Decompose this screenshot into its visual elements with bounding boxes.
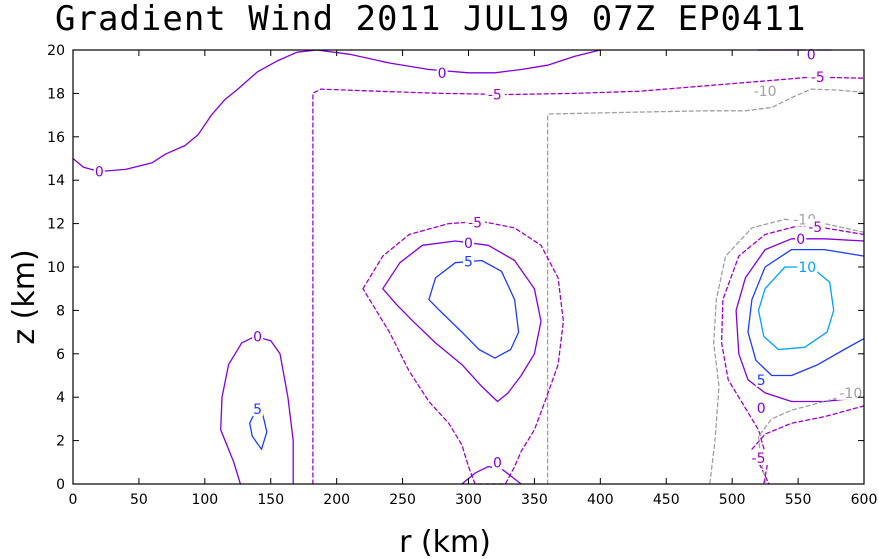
contour-line-level-neg5-3 [312,76,865,485]
y-tick-label-6: 6 [56,347,65,363]
contour-label-bg-4 [807,69,828,85]
y-tick-label-18: 18 [47,86,65,102]
y-tick-label-4: 4 [56,390,65,406]
x-tick-label-50: 50 [130,492,148,508]
contour-label-bg-18 [748,449,769,465]
contour-label-bg-15 [797,259,818,274]
contour-label-bg-0 [93,163,105,179]
contour-label-17: 0 [757,401,766,417]
x-tick-label-250: 250 [389,492,416,508]
contour-label-19: -10 [839,386,862,402]
contour-label-bg-16 [755,371,767,387]
y-axis: 0 2 4 6 8 10 12 14 16 18 20 [47,43,864,493]
contour-line-level-0-10 [461,465,522,485]
contour-label-14: 0 [796,232,805,248]
contour-label-15: 10 [798,260,816,276]
y-tick-label-10: 10 [47,260,65,276]
contour-label-8: -5 [468,216,482,232]
x-axis: 0 50 100 150 200 250 300 350 400 450 500 550 600 [69,50,878,508]
contour-line-level-neg10-4 [546,88,865,485]
contour-label-10: 5 [464,255,473,271]
contour-label-0: 0 [95,165,104,181]
x-tick-label-450: 450 [653,492,680,508]
contour-label-bg-13 [805,218,826,234]
contour-line-level-0-5 [220,335,294,485]
contour-label-13: -5 [808,220,822,236]
x-tick-label-100: 100 [191,492,218,508]
x-tick-label-400: 400 [587,492,614,508]
y-tick-label-2: 2 [56,434,65,450]
contour-label-7: 5 [253,402,262,418]
contour-label-4: -5 [811,70,825,86]
contour-line-level-0-0 [72,49,318,173]
x-tick-label-350: 350 [521,492,548,508]
x-tick-label-0: 0 [69,492,78,508]
contour-line-level-5-14 [747,248,865,377]
y-tick-label-14: 14 [47,173,65,189]
x-tick-label-200: 200 [323,492,350,508]
contour-label-bg-3 [484,86,505,102]
contour-label-bg-5 [750,83,780,99]
x-tick-label-600: 600 [851,492,878,508]
contour-label-6: 0 [253,329,262,345]
contour-line-level-0-1 [316,49,601,74]
contour-label-bg-17 [755,400,767,416]
contour-line-level-neg5-12 [720,225,865,485]
y-tick-label-20: 20 [47,43,65,59]
contour-label-5: -10 [754,84,777,100]
y-tick-label-12: 12 [47,217,65,233]
y-tick-label-0: 0 [56,477,65,493]
contour-line-level-10-15 [757,266,835,351]
contour-label-1: 0 [438,66,447,82]
contour-label-bg-2 [805,46,817,62]
contour-label-bg-9 [463,235,474,251]
contour-label-3: -5 [488,87,502,103]
y-tick-label-8: 8 [56,303,65,319]
contour-label-18: -5 [752,451,766,467]
contour-label-11: 0 [493,455,502,471]
x-tick-label-300: 300 [455,492,482,508]
y-axis-title: z (km) [7,249,42,344]
contour-label-bg-14 [795,230,807,246]
contour-label-bg-1 [436,64,448,80]
contour-label-9: 0 [464,236,473,252]
contour-label-bg-11 [492,454,504,470]
x-tick-label-150: 150 [257,492,284,508]
contour-label-16: 5 [757,373,766,389]
x-tick-label-500: 500 [719,492,746,508]
contour-label-2: 0 [807,47,816,63]
x-tick-label-550: 550 [785,492,812,508]
contour-label-bg-10 [463,253,474,269]
contour-line-level-0-8 [382,240,542,403]
contour-label-bg-19 [836,384,866,400]
contour-label-bg-8 [465,214,486,230]
y-tick-label-16: 16 [47,130,65,146]
contour-label-bg-7 [252,401,264,417]
chart-title: Gradient Wind 2011 JUL19 07Z EP0411 [55,0,806,39]
x-axis-title: r (km) [399,525,491,559]
contour-line-level-5-9 [428,259,520,359]
contour-label-bg-6 [252,328,264,344]
